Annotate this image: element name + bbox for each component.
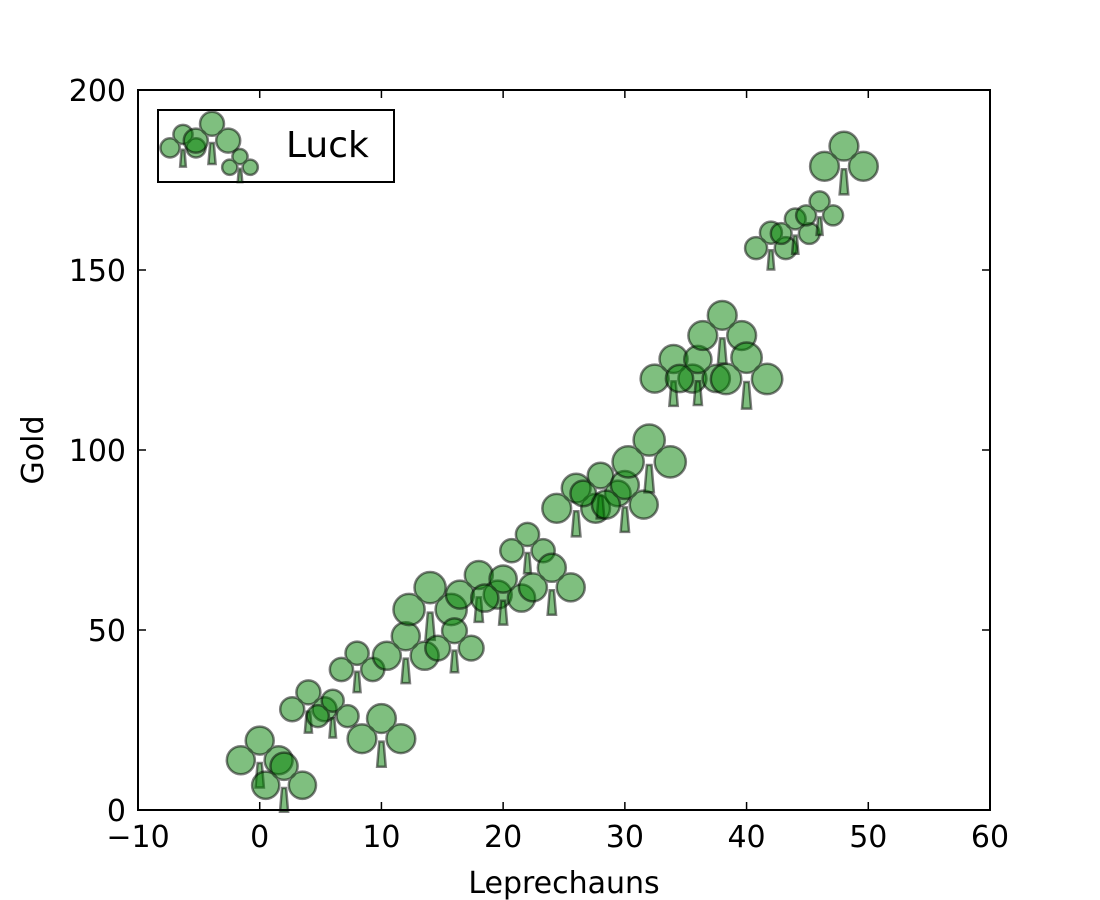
legend-marker <box>220 147 260 184</box>
scatter-point <box>794 190 845 237</box>
scatter-point <box>664 344 732 407</box>
x-tick-label: −10 <box>106 820 169 855</box>
scatter-point <box>250 751 318 814</box>
scatter-point <box>371 621 440 685</box>
x-tick-label: 20 <box>484 820 522 855</box>
y-tick-label: 150 <box>69 254 126 289</box>
x-tick-label: 0 <box>250 820 269 855</box>
scatter-point <box>709 341 784 410</box>
scatter-point <box>611 423 688 494</box>
scatter-point <box>590 469 660 534</box>
y-tick-label: 200 <box>69 74 126 109</box>
y-tick-label: 50 <box>88 614 126 649</box>
x-tick-label: 10 <box>362 820 400 855</box>
scatter-point <box>346 702 417 769</box>
scatter-point <box>517 552 586 616</box>
legend: Luck <box>157 109 395 184</box>
scatter-point <box>808 130 880 196</box>
scatter-point <box>469 564 537 626</box>
y-tick-label: 0 <box>107 794 126 829</box>
x-tick-label: 60 <box>971 820 1009 855</box>
legend-label: Luck <box>286 125 369 166</box>
scatter-point <box>305 688 360 739</box>
x-tick-label: 40 <box>727 820 765 855</box>
scatter-point <box>328 640 386 694</box>
x-tick-label: 50 <box>849 820 887 855</box>
scatter-point <box>424 617 485 674</box>
plot-frame <box>137 89 991 811</box>
y-axis-label: Gold <box>16 416 51 485</box>
x-axis-label: Leprechauns <box>468 866 659 900</box>
x-tick-label: 30 <box>606 820 644 855</box>
legend-marker <box>182 110 242 166</box>
y-tick-label: 100 <box>69 434 126 469</box>
